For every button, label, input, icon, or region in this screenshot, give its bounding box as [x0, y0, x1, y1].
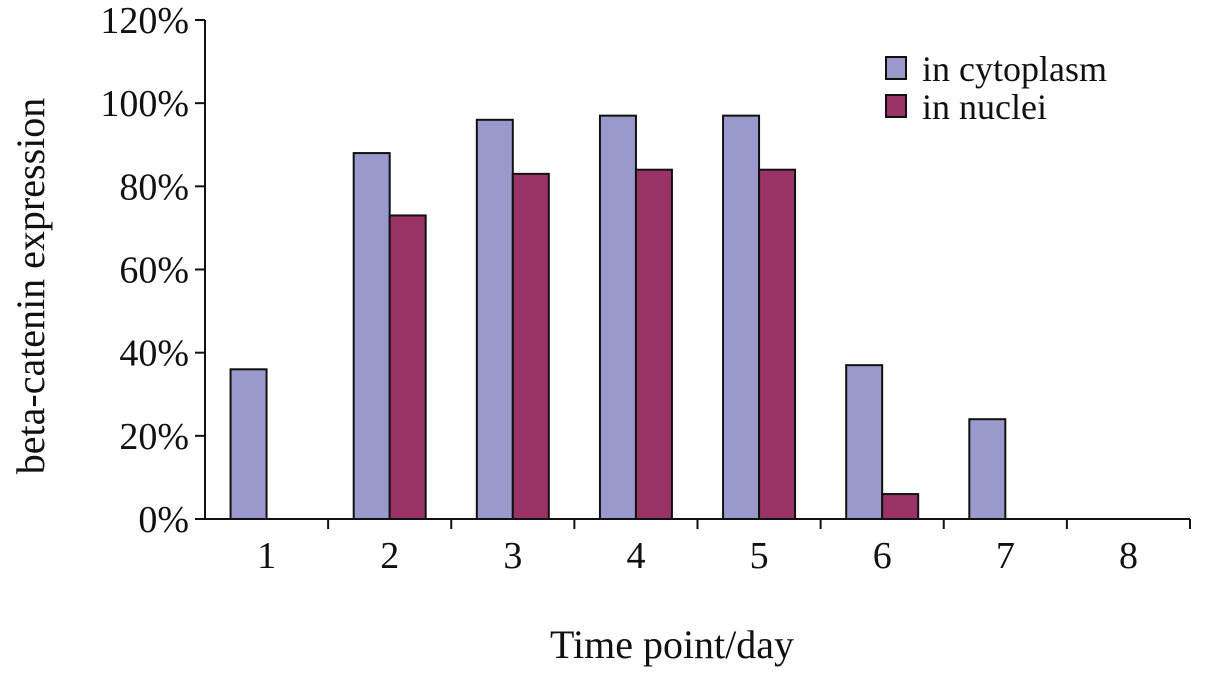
bar-nuclei-6: [881, 493, 920, 520]
x-tick-label: 3: [503, 535, 522, 577]
legend-label-cytoplasm: in cytoplasm: [922, 49, 1107, 89]
y-axis-title: beta-catenin expression: [8, 98, 53, 475]
bars-layer: [229, 114, 1007, 521]
legend-label-nuclei: in nuclei: [922, 87, 1047, 127]
y-tick-label: 20%: [119, 416, 189, 458]
legend-swatch-cytoplasm: [885, 56, 907, 80]
bar-nuclei-2: [388, 214, 427, 520]
bar-cytoplasm-7: [968, 418, 1007, 521]
x-ticks-layer: 1 2 3 4 5 6 7 8: [257, 519, 1191, 577]
x-tick-label: 2: [380, 535, 399, 577]
y-tick-label: 120%: [100, 0, 189, 42]
x-tick-label: 8: [1119, 535, 1138, 577]
x-tick-label: 5: [750, 535, 769, 577]
bar-cytoplasm-4: [598, 114, 637, 521]
legend-swatch-nuclei: [885, 94, 907, 118]
bar-cytoplasm-1: [229, 368, 268, 520]
x-axis-title: Time point/day: [550, 622, 794, 667]
x-tick-label: 4: [626, 535, 645, 577]
bar-cytoplasm-3: [475, 118, 514, 521]
x-tick-label: 7: [996, 535, 1015, 577]
bar-cytoplasm-2: [352, 152, 391, 520]
bar-nuclei-5: [758, 168, 797, 520]
y-tick-label: 60%: [119, 250, 189, 292]
bar-nuclei-4: [634, 168, 673, 520]
y-tick-label: 100%: [100, 83, 189, 125]
x-tick-label: 1: [257, 535, 276, 577]
x-tick-label: 6: [873, 535, 892, 577]
bar-cytoplasm-5: [722, 114, 761, 521]
y-ticks-layer: 0% 20% 40% 60% 80% 100% 120%: [100, 0, 205, 541]
y-tick-label: 0%: [138, 499, 189, 541]
y-tick-label: 40%: [119, 333, 189, 375]
bar-cytoplasm-6: [845, 364, 884, 520]
bar-nuclei-3: [511, 172, 550, 520]
y-tick-label: 80%: [119, 166, 189, 208]
